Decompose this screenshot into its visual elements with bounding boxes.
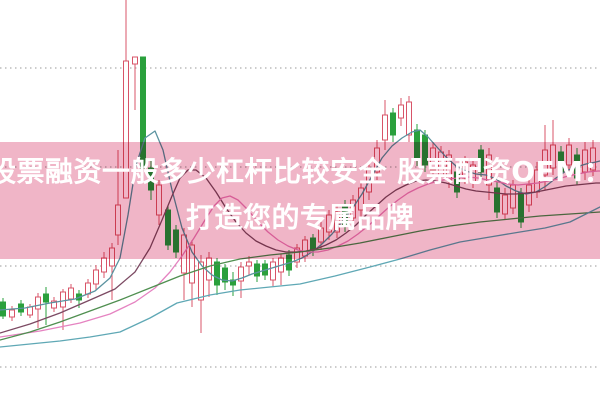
candle-body <box>9 309 15 318</box>
candle-body <box>270 261 276 281</box>
candle-body <box>254 263 260 277</box>
candle-body <box>222 267 228 283</box>
candle-body <box>93 269 99 285</box>
candle-body <box>398 104 404 119</box>
promo-banner-title: 股票融资一般多少杠杆比较安全 股票配资OEM： <box>0 155 600 188</box>
candle-body <box>406 101 412 136</box>
candle-body <box>206 257 212 281</box>
candle-body <box>35 296 41 310</box>
candle-body <box>198 261 204 301</box>
candle-body <box>382 114 388 141</box>
promo-banner-text: 股票融资一般多少杠杆比较安全 股票配资OEM： 打造您的专属品牌 <box>0 142 600 259</box>
candle-body <box>27 306 33 316</box>
candle-body <box>101 257 107 273</box>
candle-body <box>230 279 236 286</box>
candle-body <box>51 300 57 309</box>
candle-body <box>68 287 74 300</box>
promo-banner-overlay <box>0 142 600 259</box>
promo-banner-subtitle: 打造您的专属品牌 <box>185 201 414 234</box>
candle-body <box>246 261 252 267</box>
candle-body <box>85 282 91 295</box>
candle-body <box>60 291 66 308</box>
candle-body <box>43 293 49 303</box>
candle-body <box>238 266 244 282</box>
candle-body <box>214 261 220 286</box>
candle-body <box>132 56 138 65</box>
candle-body <box>390 112 396 136</box>
